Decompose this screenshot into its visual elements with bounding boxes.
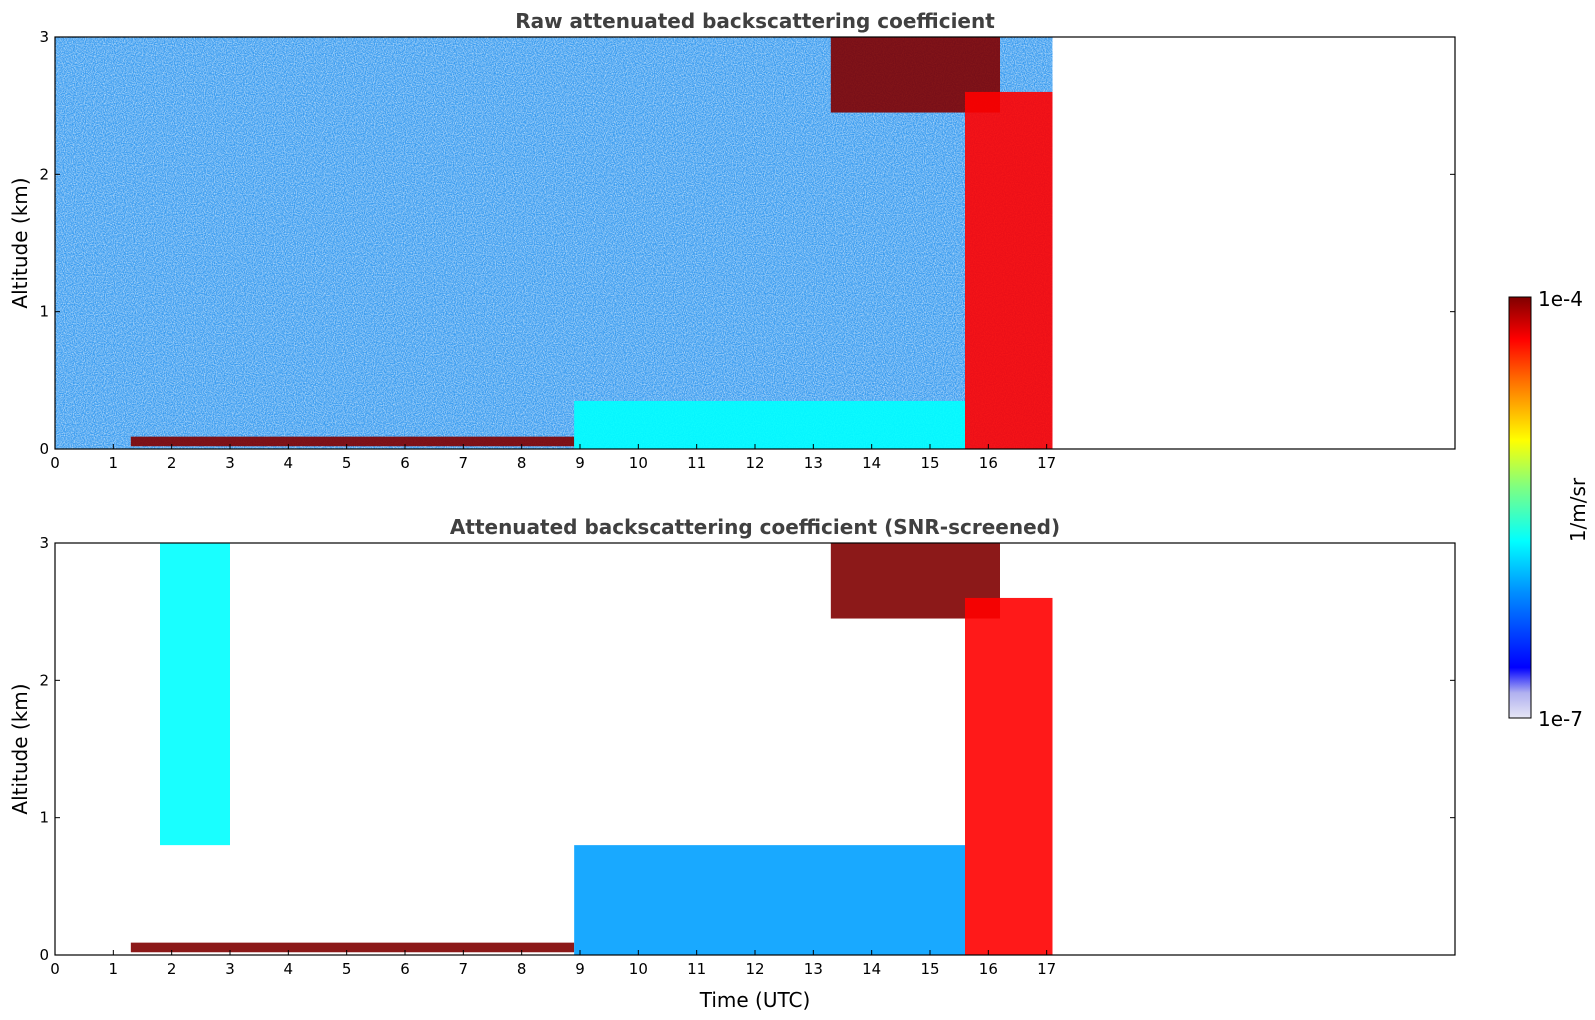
x-tick-label: 7: [459, 454, 469, 472]
x-tick-label: 7: [459, 960, 469, 978]
feature-boundary-layer: [574, 845, 965, 955]
y-tick-label: 2: [39, 671, 49, 689]
x-tick-label: 5: [342, 960, 352, 978]
colorbar-max-label: 1e-4: [1538, 287, 1583, 311]
y-tick-label: 1: [39, 303, 49, 321]
colorbar-gradient: [1508, 296, 1532, 719]
y-tick-label: 1: [39, 809, 49, 827]
x-tick-label: 15: [920, 454, 939, 472]
x-tick-label: 10: [629, 454, 648, 472]
colorbar-unit-label: 1/m/sr: [1566, 477, 1590, 542]
colorbar-min-label: 1e-7: [1538, 707, 1583, 731]
x-tick-label: 13: [804, 454, 823, 472]
panel-snr: Attenuated backscattering coefficient (S…: [8, 515, 1456, 1012]
x-tick-label: 8: [517, 454, 527, 472]
x-tick-label: 10: [629, 960, 648, 978]
x-tick-label: 15: [920, 960, 939, 978]
y-axis-label-snr: Altitude (km): [8, 683, 32, 814]
feature-descending-cloud: [965, 597, 1053, 955]
y-tick-label: 3: [39, 28, 49, 46]
chart-title-snr: Attenuated backscattering coefficient (S…: [450, 515, 1060, 539]
panel-raw: Raw attenuated backscattering coefficien…: [8, 9, 1456, 472]
x-tick-label: 9: [575, 960, 585, 978]
plot-area-snr: [130, 543, 1053, 955]
feature-boundary-layer: [574, 400, 965, 449]
x-tick-label: 11: [687, 960, 706, 978]
y-tick-label: 2: [39, 165, 49, 183]
y-tick-label: 0: [39, 440, 49, 458]
x-axis-label: Time (UTC): [699, 988, 811, 1012]
x-tick-label: 1: [109, 960, 119, 978]
x-tick-label: 0: [50, 454, 60, 472]
x-tick-label: 17: [1037, 960, 1056, 978]
x-tick-label: 4: [284, 454, 294, 472]
y-tick-label: 0: [39, 946, 49, 964]
x-tick-label: 8: [517, 960, 527, 978]
x-tick-label: 3: [225, 454, 235, 472]
x-tick-label: 12: [745, 454, 764, 472]
feature-aerosol-column: [160, 543, 230, 846]
x-tick-label: 9: [575, 454, 585, 472]
x-tick-label: 16: [979, 454, 998, 472]
x-tick-label: 2: [167, 960, 177, 978]
chart-title-raw: Raw attenuated backscattering coefficien…: [515, 9, 995, 33]
x-tick-label: 6: [400, 960, 410, 978]
feature-surface-layer: [130, 436, 575, 447]
y-tick-label: 3: [39, 534, 49, 552]
x-tick-label: 14: [862, 454, 881, 472]
plot-area-raw: [55, 37, 1053, 449]
x-tick-label: 12: [745, 960, 764, 978]
x-tick-label: 11: [687, 454, 706, 472]
x-tick-label: 6: [400, 454, 410, 472]
x-tick-label: 13: [804, 960, 823, 978]
x-tick-label: 5: [342, 454, 352, 472]
x-tick-label: 3: [225, 960, 235, 978]
x-tick-label: 16: [979, 960, 998, 978]
colorbar: 1e-4 1e-7 1/m/sr: [1508, 287, 1590, 731]
x-tick-label: 14: [862, 960, 881, 978]
x-tick-label: 0: [50, 960, 60, 978]
feature-descending-cloud: [965, 91, 1053, 449]
x-tick-label: 1: [109, 454, 119, 472]
x-tick-label: 4: [284, 960, 294, 978]
x-tick-label: 2: [167, 454, 177, 472]
x-tick-label: 17: [1037, 454, 1056, 472]
feature-surface-layer: [130, 942, 575, 953]
y-axis-label-raw: Altitude (km): [8, 177, 32, 308]
